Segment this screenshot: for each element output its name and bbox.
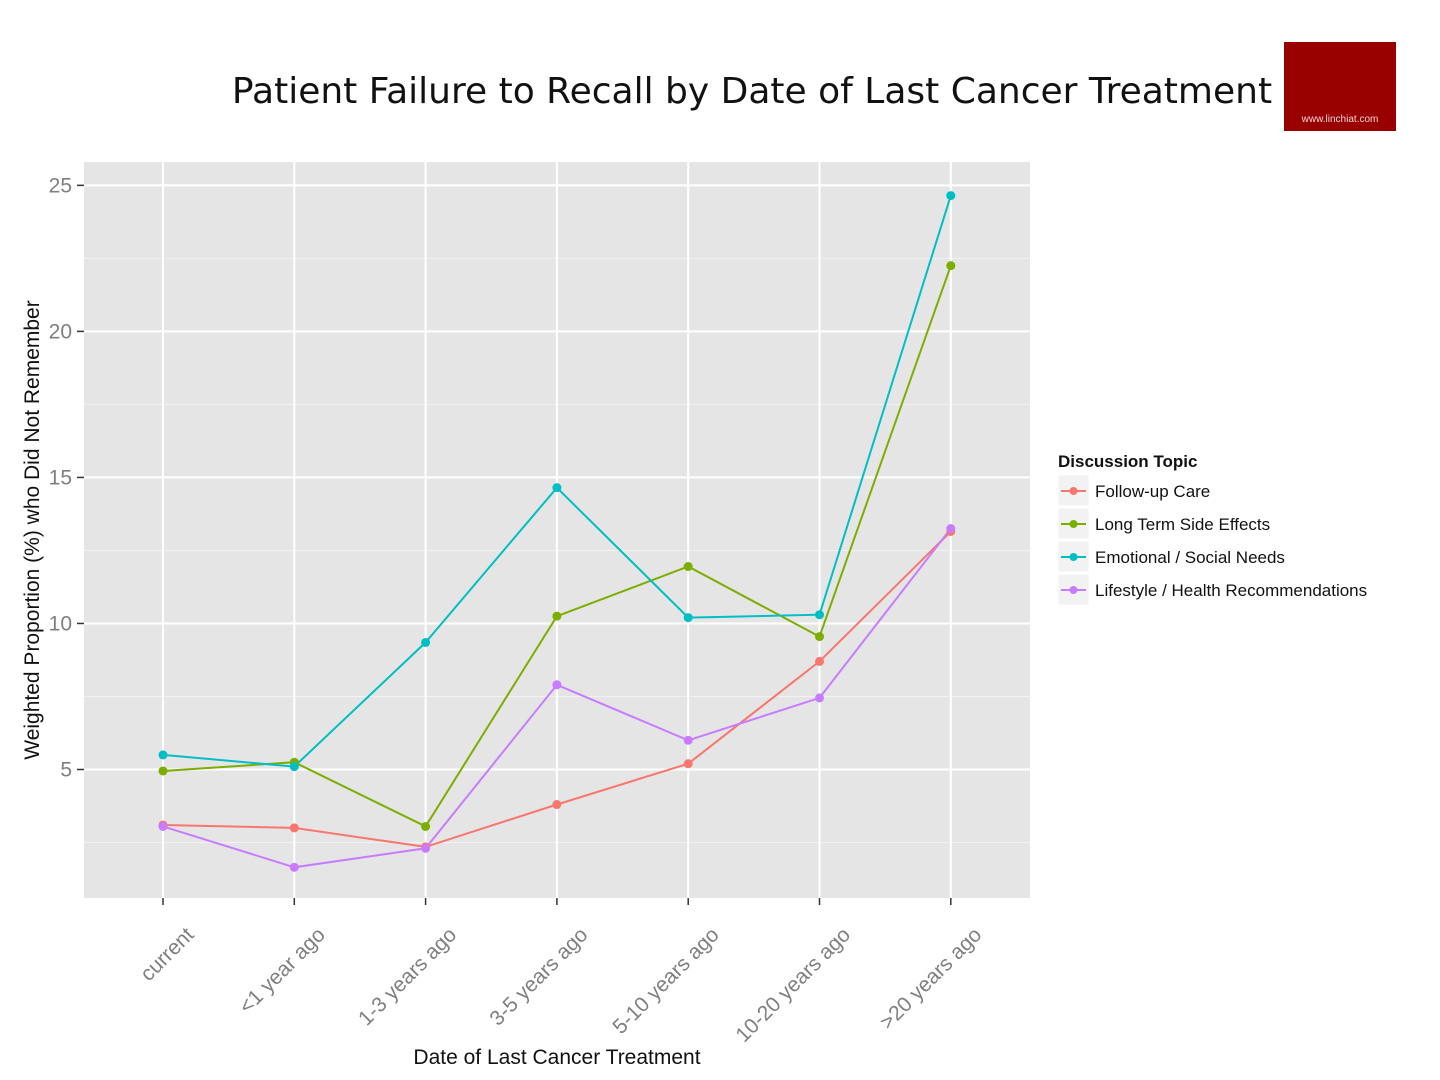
x-tick-label: 3-5 years ago — [485, 923, 592, 1030]
data-point — [421, 637, 431, 647]
series-points — [158, 191, 956, 872]
data-point — [946, 261, 956, 271]
x-tick-label: current — [136, 923, 199, 986]
x-tick-label: <1 year ago — [235, 923, 330, 1018]
data-point — [552, 800, 562, 810]
legend-title: Discussion Topic — [1058, 452, 1198, 471]
data-point — [421, 821, 431, 831]
x-axis: current <1 year ago 1-3 years ago 3-5 years… — [136, 898, 986, 1047]
logo-text: www.linchiat.com — [1301, 114, 1379, 125]
data-point — [158, 766, 168, 776]
data-point — [552, 611, 562, 621]
data-point — [552, 680, 562, 690]
legend-key-point — [1069, 586, 1078, 594]
legend: Discussion Topic Follow-up Care Long Term… — [1057, 452, 1367, 606]
major-gridlines — [84, 162, 1030, 898]
legend-item: Follow-up Care — [1057, 474, 1210, 507]
data-point — [552, 483, 562, 493]
data-point — [815, 656, 824, 666]
data-point — [683, 562, 693, 572]
legend-key-point — [1069, 520, 1078, 528]
data-point — [683, 735, 693, 745]
legend-item: Lifestyle / Health Recommendations — [1057, 573, 1367, 606]
x-tick-label: 10-20 years ago — [731, 923, 855, 1047]
x-tick-label: 5-10 years ago — [608, 923, 723, 1038]
y-tick-label: 25 — [49, 174, 72, 197]
y-tick-label: 20 — [49, 320, 72, 343]
data-point — [815, 610, 824, 620]
logo-box — [1284, 42, 1396, 131]
data-point — [683, 613, 693, 623]
legend-label: Follow-up Care — [1095, 482, 1210, 501]
y-tick-label: 15 — [49, 466, 72, 489]
legend-key-point — [1069, 487, 1078, 495]
x-axis-title: Date of Last Cancer Treatment — [413, 1046, 700, 1069]
legend-label: Emotional / Social Needs — [1095, 548, 1285, 567]
data-point — [289, 823, 299, 833]
data-point — [683, 759, 693, 769]
x-tick-label: 1-3 years ago — [354, 923, 461, 1030]
data-point — [946, 524, 956, 534]
data-point — [815, 693, 824, 703]
data-point — [815, 632, 824, 642]
legend-items: Follow-up Care Long Term Side Effects Emot… — [1057, 474, 1367, 606]
data-point — [946, 191, 956, 201]
x-tick-label: >20 years ago — [876, 923, 987, 1034]
y-axis-title: Weighted Proportion (%) who Did Not Reme… — [21, 300, 44, 759]
legend-item: Long Term Side Effects — [1057, 507, 1270, 540]
legend-label: Lifestyle / Health Recommendations — [1095, 581, 1367, 600]
legend-item: Emotional / Social Needs — [1057, 540, 1285, 573]
legend-key-point — [1069, 553, 1078, 561]
chart-title: Patient Failure to Recall by Date of Las… — [232, 71, 1272, 112]
legend-label: Long Term Side Effects — [1095, 515, 1270, 534]
data-point — [289, 762, 299, 772]
y-axis: 5 10 15 20 25 — [49, 174, 84, 781]
y-tick-label: 5 — [60, 758, 72, 781]
data-point — [158, 821, 168, 831]
data-point — [289, 862, 299, 872]
data-point — [421, 843, 431, 853]
y-tick-label: 10 — [49, 612, 72, 635]
data-point — [158, 750, 168, 760]
logo: www.linchiat.com — [1284, 42, 1396, 131]
